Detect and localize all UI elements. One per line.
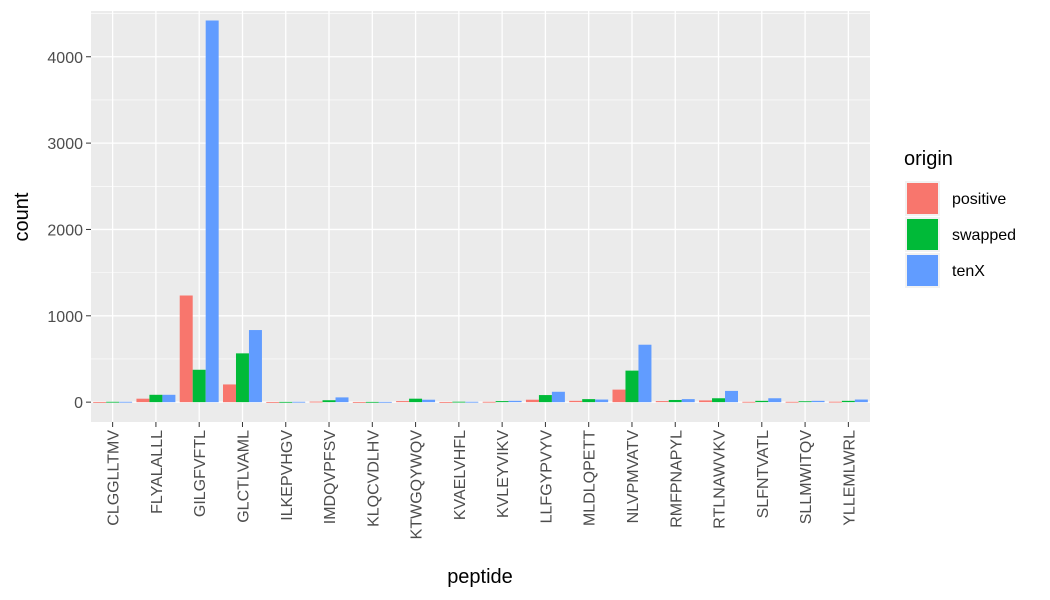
bar-tenX [335,397,349,403]
x-tick-label: MLDLQPETT [582,430,599,526]
legend-key-tenX [907,255,938,286]
bar-swapped [192,369,206,403]
bar-swapped [582,399,596,403]
y-axis: 0 1000 2000 3000 4000 [47,50,91,412]
bar-positive [136,398,150,403]
x-tick-label: CLGGLLTMV [106,430,123,526]
bar-tenX [681,399,695,403]
bar-tenX [638,344,652,403]
x-tick-label: KLQCVDLHV [365,430,382,527]
x-tick-label: GLCTLVAML [235,430,252,523]
bar-tenX [422,399,436,403]
x-tick-label: KTWGQYWQV [409,430,426,540]
x-axis: CLGGLLTMV FLYALALLL GILGFVFTL GLCTLVAML ILKE… [106,422,858,540]
bar-tenX [378,401,392,403]
legend-label-swapped: swapped [952,227,1016,244]
bar-positive [396,401,410,403]
plot-panel [91,11,870,422]
bar-positive [309,401,323,403]
bar-swapped [668,399,682,403]
x-tick-label: KVAELVHFL [452,430,469,520]
x-tick-label: RMFPNAPYL [668,430,685,528]
x-tick-label: RTLNAWVKV [712,430,729,529]
bar-swapped [235,353,249,403]
bar-positive [828,401,842,403]
bar-swapped [409,398,423,403]
minor-gridlines [91,13,870,360]
bar-positive [439,401,453,403]
x-tick-label: SLFNTVATL [755,430,772,518]
bar-positive [179,295,193,403]
bar-positive [266,401,280,403]
x-tick-label: FLYALALLL [149,430,166,514]
bar-tenX [508,400,522,403]
x-tick-label: GILGFVFTL [192,430,209,517]
x-tick-label: KVLEYVIKV [495,430,512,518]
bar-swapped [841,400,855,403]
legend-key-swapped [907,219,938,250]
bar-tenX [725,390,739,403]
bar-tenX [551,391,565,403]
bar-positive [569,400,583,403]
bar-swapped [712,398,726,403]
bar-positive [612,389,626,403]
bar-tenX [854,399,868,403]
bar-swapped [755,400,769,403]
bar-swapped [322,400,336,403]
bar-positive [525,399,539,403]
bar-swapped [625,370,639,403]
y-tick-label: 1000 [47,309,83,326]
bar-tenX [465,401,479,403]
legend-key-positive [907,183,938,214]
bar-tenX [248,330,262,403]
legend-title: origin [904,148,953,170]
bar-tenX [595,399,609,403]
y-tick-label: 3000 [47,136,83,153]
bar-positive [352,401,366,403]
y-axis-title: count [11,192,33,241]
legend-label-positive: positive [952,191,1006,208]
bar-swapped [106,401,120,403]
bar-tenX [119,401,133,403]
x-tick-label: ILKEPVHGV [279,430,296,521]
bar-tenX [811,400,825,403]
x-tick-label: NLVPMVATV [625,430,642,524]
x-tick-label: LLFGYPVYV [538,430,555,524]
bar-tenX [768,398,782,403]
bar-tenX [292,401,306,403]
y-tick-label: 2000 [47,222,83,239]
legend: origin positive swapped tenX [904,148,1016,288]
bar-swapped [149,394,163,403]
bar-swapped [495,401,509,403]
bar-swapped [365,401,379,403]
bar-positive [785,401,799,403]
major-gridlines [91,11,870,422]
bar-tenX [205,20,219,403]
bar-positive [93,401,107,403]
bars [93,20,868,403]
x-tick-label: IMDQVPFSV [322,430,339,525]
y-tick-label: 0 [74,395,83,412]
x-tick-label: YLLEMLWRL [841,430,858,526]
y-tick-label: 4000 [47,50,83,67]
bar-positive [699,400,713,403]
bar-swapped [452,401,466,403]
bar-swapped [798,401,812,403]
bar-positive [222,384,236,403]
bar-positive [655,401,669,403]
x-tick-label: SLLMWITQV [798,430,815,525]
bar-positive [742,401,756,403]
bar-swapped [538,395,552,403]
bar-positive [482,401,496,403]
legend-label-tenX: tenX [952,263,985,280]
bar-tenX [162,394,176,403]
x-axis-title: peptide [447,566,513,588]
bar-swapped [279,401,293,403]
